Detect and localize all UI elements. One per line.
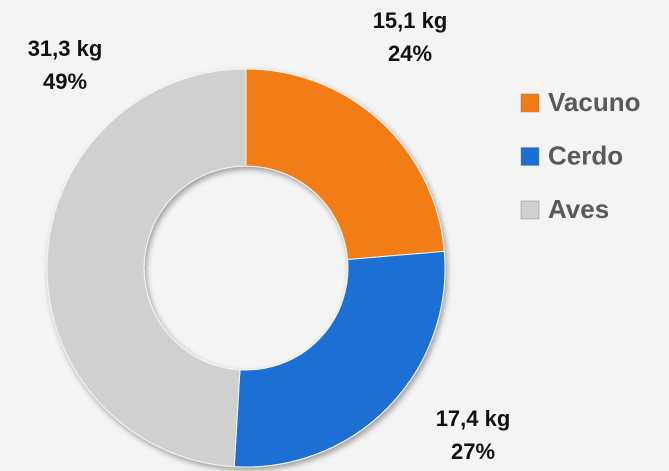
legend-label: Cerdo [548,140,623,170]
donut [46,68,446,468]
value-label: 15,1 kg [373,8,448,33]
value-label: 31,3 kg [28,36,103,61]
percent-label: 27% [451,439,495,464]
percent-label: 24% [388,41,432,66]
legend-swatch [520,93,540,113]
donut-slice [233,250,446,468]
legend-label: Aves [548,194,609,224]
legend-swatch [520,147,540,166]
legend-swatch [520,200,540,220]
legend-label: Vacuno [548,87,640,117]
value-label: 17,4 kg [436,406,511,431]
percent-label: 49% [43,69,87,94]
donut-slice [245,68,445,261]
donut-slice [46,68,247,468]
